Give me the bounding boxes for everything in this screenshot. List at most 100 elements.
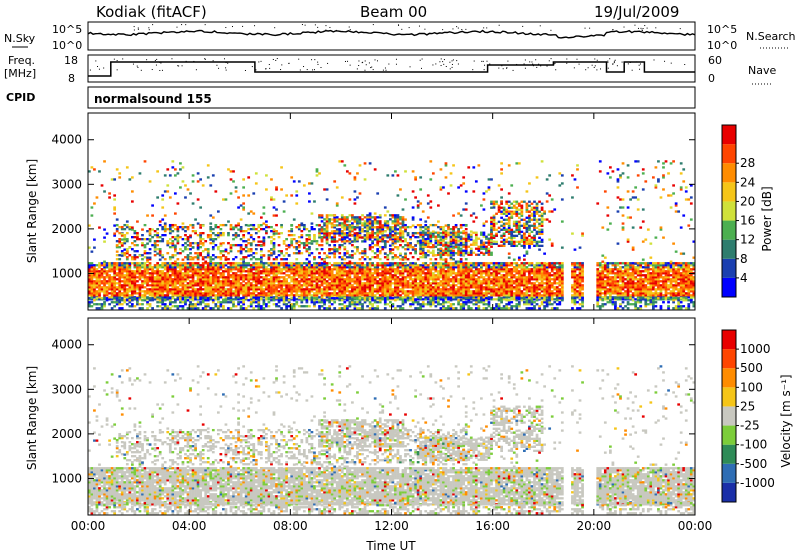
range-gate-cell [177, 290, 180, 292]
range-gate-cell [212, 254, 215, 256]
range-gate-cell [166, 278, 169, 280]
range-gate-cell [422, 246, 425, 248]
range-gate-cell [260, 258, 263, 260]
range-gate-cell [275, 208, 278, 210]
range-gate-cell [369, 274, 372, 276]
range-gate-cell [217, 288, 220, 290]
range-gate-cell [414, 280, 417, 282]
range-gate-cell [397, 272, 400, 274]
range-gate-cell [313, 286, 316, 288]
range-gate-cell [409, 262, 412, 264]
range-gate-cell [260, 290, 263, 292]
range-gate-cell [429, 178, 432, 180]
range-gate-cell [349, 274, 352, 276]
range-gate-cell [227, 292, 230, 294]
range-gate-cell [333, 276, 336, 278]
range-gate-cell [331, 264, 334, 266]
range-gate-cell [369, 286, 372, 288]
range-gate-cell [96, 196, 99, 198]
range-gate-cell [298, 228, 301, 230]
range-gate-cell [290, 290, 293, 292]
range-gate-cell [179, 297, 182, 299]
range-gate-cell [427, 270, 430, 272]
range-gate-cell [164, 290, 167, 292]
range-gate-cell [204, 280, 207, 282]
range-gate-cell [429, 299, 432, 301]
range-gate-cell [402, 290, 405, 292]
range-gate-cell [121, 228, 124, 230]
range-gate-cell [96, 297, 99, 299]
range-gate-cell [424, 274, 427, 276]
range-gate-cell [447, 305, 450, 307]
range-gate-cell [300, 242, 303, 244]
nsearch-dot [181, 24, 182, 25]
range-gate-cell [331, 299, 334, 301]
range-gate-cell [166, 168, 169, 170]
range-gate-cell [326, 232, 329, 234]
range-gate-cell [331, 272, 334, 274]
range-gate-cell [169, 270, 172, 272]
range-gate-cell [108, 296, 111, 298]
range-gate-cell [341, 256, 344, 258]
range-gate-cell [392, 230, 395, 232]
range-gate-cell [161, 266, 164, 268]
range-gate-cell [442, 240, 445, 242]
range-gate-cell [214, 276, 217, 278]
range-gate-cell [187, 257, 190, 259]
range-gate-cell [126, 284, 129, 286]
range-gate-cell [394, 216, 397, 218]
range-gate-cell [242, 206, 245, 208]
range-gate-cell [260, 266, 263, 268]
range-gate-cell [250, 224, 253, 226]
range-gate-cell [341, 234, 344, 236]
range-gate-cell [126, 232, 129, 234]
range-gate-cell [123, 238, 126, 240]
range-gate-cell [343, 258, 346, 260]
range-gate-cell [336, 240, 339, 242]
range-gate-cell [189, 274, 192, 276]
range-gate-cell [321, 268, 324, 270]
range-gate-cell [113, 305, 116, 307]
range-gate-cell [349, 276, 352, 278]
range-gate-cell [91, 268, 94, 270]
range-gate-cell [323, 303, 326, 305]
range-gate-cell [161, 274, 164, 276]
range-gate-cell [199, 294, 202, 296]
range-gate-cell [293, 282, 296, 284]
range-gate-cell [338, 280, 341, 282]
range-gate-cell [349, 172, 352, 174]
range-gate-cell [399, 253, 402, 255]
range-gate-cell [265, 270, 268, 272]
range-gate-cell [349, 256, 352, 258]
range-gate-cell [346, 256, 349, 258]
range-gate-cell [424, 284, 427, 286]
range-gate-cell [422, 288, 425, 290]
range-gate-cell [174, 278, 177, 280]
range-gate-cell [257, 280, 260, 282]
range-gate-cell [265, 303, 268, 305]
range-gate-cell [427, 250, 430, 252]
range-gate-cell [354, 305, 357, 307]
range-gate-cell [171, 268, 174, 270]
range-gate-cell [364, 216, 367, 218]
range-gate-cell [298, 224, 301, 226]
range-gate-cell [422, 236, 425, 238]
range-gate-cell [250, 296, 253, 298]
range-gate-cell [235, 282, 238, 284]
range-gate-cell [379, 278, 382, 280]
range-gate-cell [121, 266, 124, 268]
range-gate-cell [121, 272, 124, 274]
range-gate-cell [381, 262, 384, 264]
range-gate-cell [427, 236, 430, 238]
range-gate-cell [247, 212, 250, 214]
range-gate-cell [134, 258, 137, 260]
range-gate-cell [225, 262, 228, 264]
nave-dot [529, 61, 530, 62]
range-gate-cell [214, 190, 217, 192]
range-gate-cell [338, 222, 341, 224]
range-gate-cell [460, 242, 463, 244]
range-gate-cell [126, 280, 129, 282]
range-gate-cell [394, 284, 397, 286]
range-gate-cell [376, 220, 379, 222]
range-gate-cell [318, 236, 321, 238]
